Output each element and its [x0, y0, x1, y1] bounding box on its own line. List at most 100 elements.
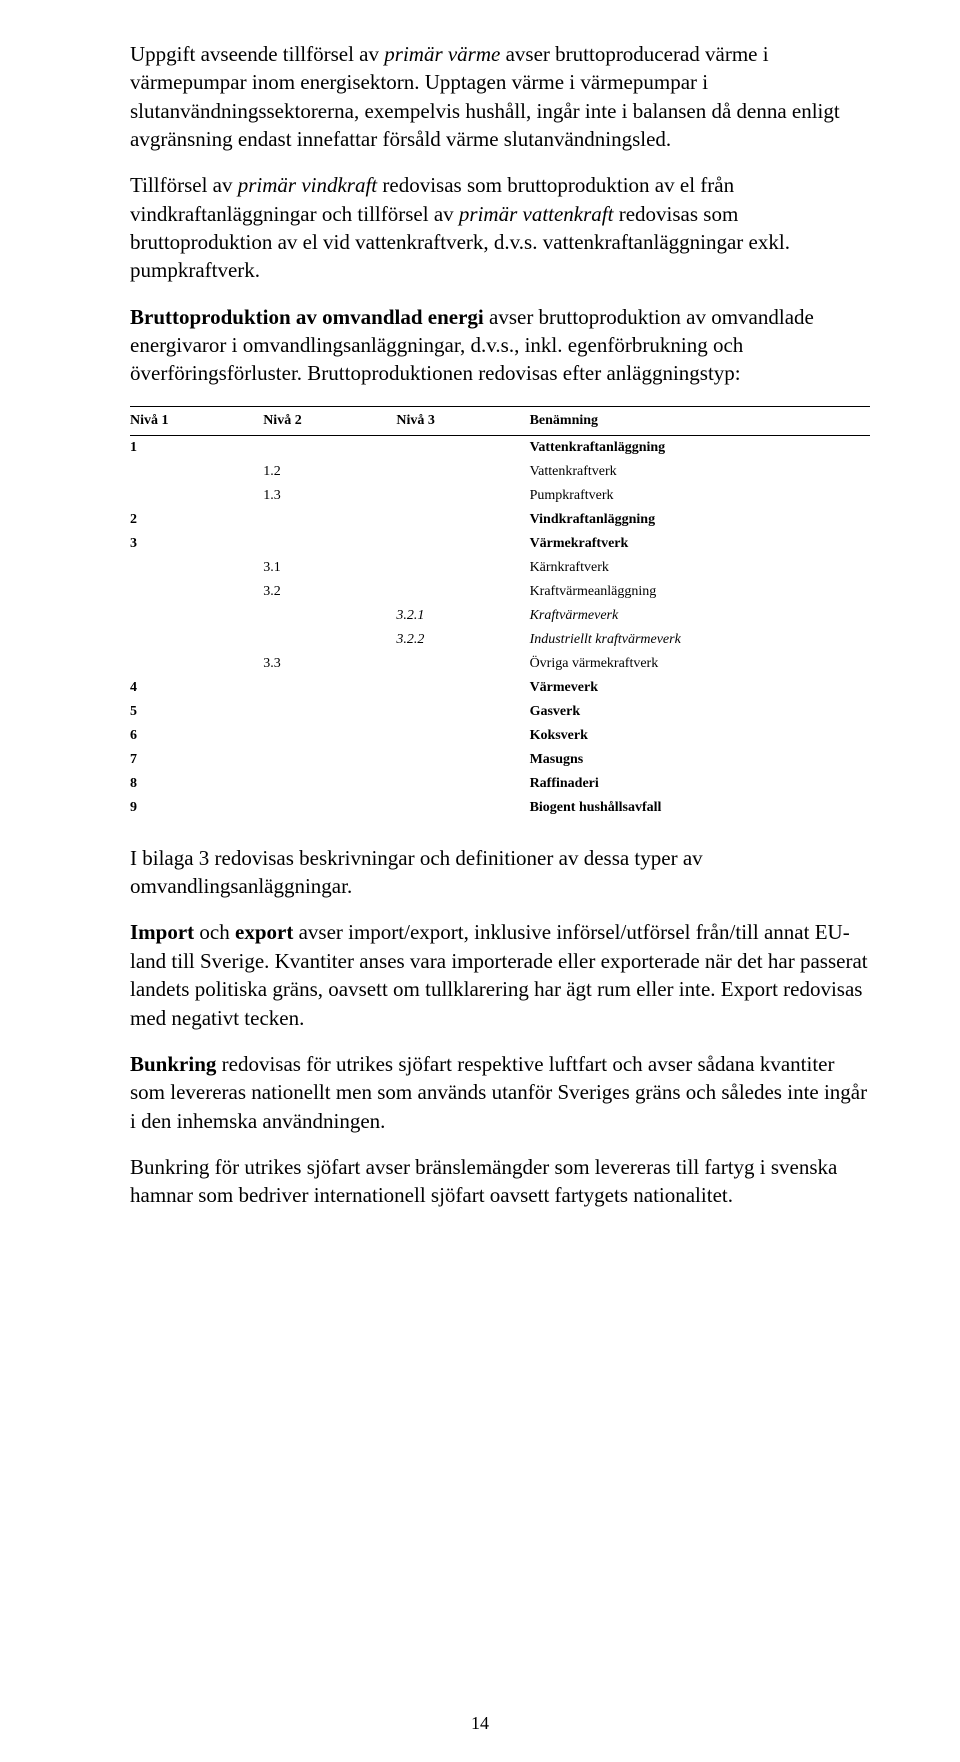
table-cell: 2 — [130, 508, 263, 532]
text: Uppgift avseende tillförsel av — [130, 42, 384, 66]
table-cell — [396, 796, 529, 820]
table-cell: 1.2 — [263, 460, 396, 484]
table-row: 3.2 Kraftvärmeanläggning — [130, 580, 870, 604]
table-cell — [396, 556, 529, 580]
table-cell: 3 — [130, 532, 263, 556]
table-row: 9 Biogent hushållsavfall — [130, 796, 870, 820]
table-row: 3 Värmekraftverk — [130, 532, 870, 556]
table-row: 8Raffinaderi — [130, 772, 870, 796]
table-cell: Vattenkraftanläggning — [530, 435, 870, 460]
text-bold: Bunkring — [130, 1052, 216, 1076]
table-cell: 8 — [130, 772, 263, 796]
table-cell: 1.3 — [263, 484, 396, 508]
text: Tillförsel av — [130, 173, 238, 197]
table-row: 2 Vindkraftanläggning — [130, 508, 870, 532]
col-header-benamning: Benämning — [530, 406, 870, 435]
table-cell: Koksverk — [530, 724, 870, 748]
table-cell: Kärnkraftverk — [530, 556, 870, 580]
table-cell: Kraftvärmeverk — [530, 604, 870, 628]
table-row: 3.1 Kärnkraftverk — [130, 556, 870, 580]
table-cell — [396, 508, 529, 532]
table-cell — [396, 580, 529, 604]
facility-types-table: Nivå 1 Nivå 2 Nivå 3 Benämning 1 Vattenkr… — [130, 406, 870, 820]
table-row: 3.2.2Industriellt kraftvärmeverk — [130, 628, 870, 652]
table-cell: 1 — [130, 435, 263, 460]
table-row: 1.2 Vattenkraftverk — [130, 460, 870, 484]
table-cell — [263, 508, 396, 532]
table-row: 1 Vattenkraftanläggning — [130, 435, 870, 460]
table-body: 1 Vattenkraftanläggning 1.2 Vattenkraftverk… — [130, 435, 870, 820]
table-cell: 7 — [130, 748, 263, 772]
table-cell — [130, 556, 263, 580]
table-cell — [263, 628, 396, 652]
page: Uppgift avseende tillförsel av primär vä… — [0, 0, 960, 1762]
table-cell: 3.1 — [263, 556, 396, 580]
text-bold: Bruttoproduktion av omvandlad energi — [130, 305, 484, 329]
table-row: 6 Koksverk — [130, 724, 870, 748]
table-cell — [130, 460, 263, 484]
table-cell — [263, 676, 396, 700]
table-row: 5 Gasverk — [130, 700, 870, 724]
table-cell — [396, 484, 529, 508]
table-cell — [396, 748, 529, 772]
table-cell — [396, 772, 529, 796]
table-row: 3.2.1Kraftvärmeverk — [130, 604, 870, 628]
col-header-niva1: Nivå 1 — [130, 406, 263, 435]
table-cell: Industriellt kraftvärmeverk — [530, 628, 870, 652]
table-row: 7 Masugns — [130, 748, 870, 772]
table-row: 4 Värmeverk — [130, 676, 870, 700]
table-cell — [396, 724, 529, 748]
table-cell: Vattenkraftverk — [530, 460, 870, 484]
table-cell — [263, 700, 396, 724]
paragraph-1: Uppgift avseende tillförsel av primär vä… — [130, 40, 870, 153]
table-cell: Pumpkraftverk — [530, 484, 870, 508]
table-cell — [130, 580, 263, 604]
paragraph-4: I bilaga 3 redovisas beskrivningar och d… — [130, 844, 870, 901]
table-cell: 3.3 — [263, 652, 396, 676]
table-cell — [263, 796, 396, 820]
paragraph-2: Tillförsel av primär vindkraft redovisas… — [130, 171, 870, 284]
table-cell: Gasverk — [530, 700, 870, 724]
table-cell — [130, 652, 263, 676]
text-bold: Import — [130, 920, 194, 944]
table-row: 3.3 Övriga värmekraftverk — [130, 652, 870, 676]
text-italic: primär vindkraft — [238, 173, 377, 197]
table-cell: Övriga värmekraftverk — [530, 652, 870, 676]
table-row: 1.3 Pumpkraftverk — [130, 484, 870, 508]
paragraph-6: Bunkring redovisas för utrikes sjöfart r… — [130, 1050, 870, 1135]
col-header-niva2: Nivå 2 — [263, 406, 396, 435]
table-cell: Biogent hushållsavfall — [530, 796, 870, 820]
table-cell: Kraftvärmeanläggning — [530, 580, 870, 604]
table-cell: 4 — [130, 676, 263, 700]
table-cell — [263, 435, 396, 460]
table-cell: Värmekraftverk — [530, 532, 870, 556]
table-cell: Vindkraftanläggning — [530, 508, 870, 532]
paragraph-7: Bunkring för utrikes sjöfart avser bräns… — [130, 1153, 870, 1210]
table-cell — [396, 532, 529, 556]
table-cell — [263, 604, 396, 628]
table-cell: 9 — [130, 796, 263, 820]
table-cell — [396, 460, 529, 484]
table-cell — [396, 700, 529, 724]
table-cell: 3.2.1 — [396, 604, 529, 628]
table-cell: 3.2 — [263, 580, 396, 604]
col-header-niva3: Nivå 3 — [396, 406, 529, 435]
table-cell — [263, 532, 396, 556]
table-cell: Masugns — [530, 748, 870, 772]
table-cell — [396, 676, 529, 700]
text-italic: primär värme — [384, 42, 500, 66]
page-number: 14 — [0, 1713, 960, 1734]
text-italic: primär vattenkraft — [459, 202, 614, 226]
text: redovisas för utrikes sjöfart respektive… — [130, 1052, 867, 1133]
paragraph-3: Bruttoproduktion av omvandlad energi avs… — [130, 303, 870, 388]
paragraph-5: Import och export avser import/export, i… — [130, 918, 870, 1031]
table-cell — [263, 772, 396, 796]
table-cell — [263, 748, 396, 772]
table-cell: Värmeverk — [530, 676, 870, 700]
table-cell — [130, 604, 263, 628]
table-cell — [130, 628, 263, 652]
table-cell: 6 — [130, 724, 263, 748]
table-container: Nivå 1 Nivå 2 Nivå 3 Benämning 1 Vattenkr… — [130, 406, 870, 820]
table-cell — [396, 652, 529, 676]
table-cell: 5 — [130, 700, 263, 724]
